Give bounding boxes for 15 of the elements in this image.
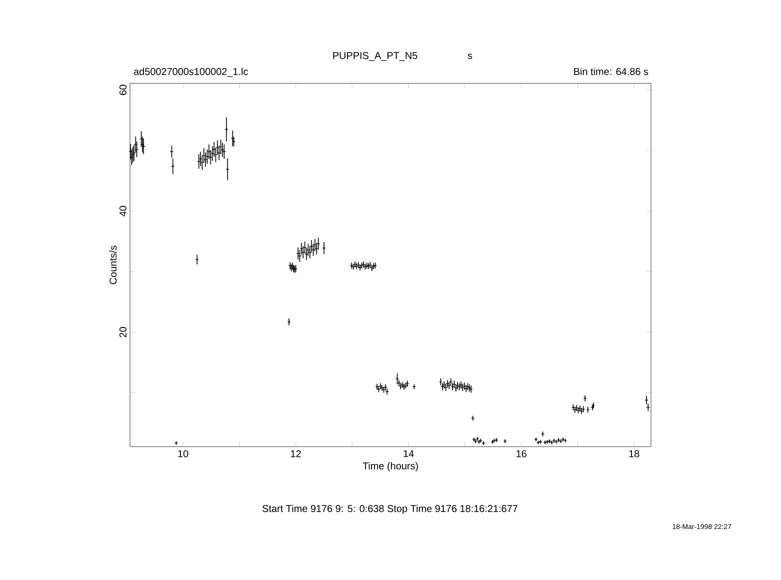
y-tick-label: 60 <box>119 84 126 95</box>
x-tick-label: 18 <box>629 450 640 458</box>
text: Bin time: 64.86 s <box>574 68 648 76</box>
x-tick-label: 16 <box>516 450 526 458</box>
y-axis-title: Counts/s <box>109 246 117 284</box>
text: Start Time 9176 9: 5: 0:638 Stop Time 9176 18:16:21:677 <box>262 504 518 514</box>
x-tick-label: 14 <box>404 450 414 458</box>
y-tick-label: 40 <box>119 206 126 216</box>
x-tick-label: 12 <box>291 450 301 458</box>
y-tick-label: 20 <box>119 327 126 338</box>
text: s <box>468 54 472 60</box>
x-tick-label: 10 <box>178 450 188 458</box>
x-axis-title: Time (hours) <box>362 462 418 472</box>
chart-title: PUPPIS_A_PT_N5 <box>333 52 418 61</box>
text: ad50027000s100002_1.lc <box>134 68 248 77</box>
